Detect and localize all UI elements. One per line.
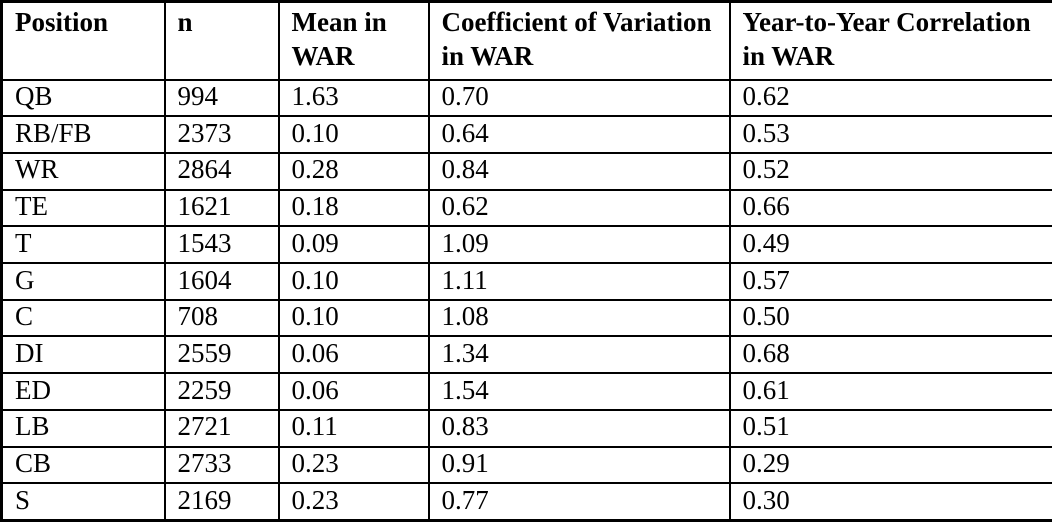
table-row: C 708 0.10 1.08 0.50: [0, 298, 1052, 338]
header-row: Position n Mean in WAR Coefficient of Va…: [0, 0, 1052, 81]
table-body: QB 994 1.63 0.70 0.62 RB/FB 2373 0.10 0.64 0.53 WR…: [0, 78, 1052, 522]
cv-war-cell: 0.62: [427, 188, 731, 228]
mean-war-cell: 0.10: [277, 262, 430, 301]
n-cell: 2733: [163, 445, 280, 485]
yty-corr-war-cell: 0.57: [728, 262, 1052, 301]
yty-corr-war-cell: 0.68: [728, 335, 1052, 375]
column-header-position: Position: [0, 0, 166, 81]
n-cell: 2259: [163, 372, 280, 411]
mean-war-cell: 0.09: [277, 225, 430, 265]
n-cell: 708: [163, 298, 280, 338]
mean-war-cell: 0.28: [277, 151, 430, 191]
mean-war-cell: 0.18: [277, 188, 430, 228]
n-cell: 2864: [163, 151, 280, 191]
mean-war-cell: 0.10: [277, 115, 430, 154]
position-cell: CB: [0, 445, 166, 485]
n-cell: 1621: [163, 188, 280, 228]
position-cell: S: [0, 482, 166, 522]
n-cell: 994: [163, 78, 280, 118]
mean-war-cell: 0.06: [277, 335, 430, 375]
n-cell: 1543: [163, 225, 280, 265]
table-row: T 1543 0.09 1.09 0.49: [0, 225, 1052, 265]
position-cell: C: [0, 298, 166, 338]
column-header-mean-war: Mean in WAR: [277, 0, 430, 81]
yty-corr-war-cell: 0.62: [728, 78, 1052, 118]
cv-war-cell: 0.91: [427, 445, 731, 485]
column-header-cv-war: Coefficient of Variation in WAR: [427, 0, 731, 81]
yty-corr-war-cell: 0.49: [728, 225, 1052, 265]
cv-war-cell: 1.09: [427, 225, 731, 265]
position-cell: TE: [0, 188, 166, 228]
n-cell: 2721: [163, 408, 280, 448]
table-row: QB 994 1.63 0.70 0.62: [0, 78, 1052, 118]
table-row: WR 2864 0.28 0.84 0.52: [0, 151, 1052, 191]
n-cell: 2169: [163, 482, 280, 522]
column-header-yty-corr-war: Year-to-Year Correlation in WAR: [728, 0, 1052, 81]
position-cell: LB: [0, 408, 166, 448]
table-row: S 2169 0.23 0.77 0.30: [0, 482, 1052, 522]
position-cell: T: [0, 225, 166, 265]
table-row: ED 2259 0.06 1.54 0.61: [0, 372, 1052, 411]
yty-corr-war-cell: 0.51: [728, 408, 1052, 448]
cv-war-cell: 0.64: [427, 115, 731, 154]
table-row: TE 1621 0.18 0.62 0.66: [0, 188, 1052, 228]
position-cell: RB/FB: [0, 115, 166, 154]
position-cell: DI: [0, 335, 166, 375]
cv-war-cell: 0.83: [427, 408, 731, 448]
position-cell: ED: [0, 372, 166, 411]
table-row: LB 2721 0.11 0.83 0.51: [0, 408, 1052, 448]
yty-corr-war-cell: 0.52: [728, 151, 1052, 191]
cv-war-cell: 1.08: [427, 298, 731, 338]
mean-war-cell: 0.23: [277, 482, 430, 522]
mean-war-cell: 1.63: [277, 78, 430, 118]
table-row: DI 2559 0.06 1.34 0.68: [0, 335, 1052, 375]
position-cell: G: [0, 262, 166, 301]
n-cell: 1604: [163, 262, 280, 301]
mean-war-cell: 0.11: [277, 408, 430, 448]
yty-corr-war-cell: 0.50: [728, 298, 1052, 338]
yty-corr-war-cell: 0.30: [728, 482, 1052, 522]
cv-war-cell: 1.54: [427, 372, 731, 411]
cv-war-cell: 1.11: [427, 262, 731, 301]
cv-war-cell: 0.77: [427, 482, 731, 522]
mean-war-cell: 0.06: [277, 372, 430, 411]
n-cell: 2373: [163, 115, 280, 154]
column-header-n: n: [163, 0, 280, 81]
yty-corr-war-cell: 0.29: [728, 445, 1052, 485]
table-row: CB 2733 0.23 0.91 0.29: [0, 445, 1052, 485]
table-row: RB/FB 2373 0.10 0.64 0.53: [0, 115, 1052, 154]
yty-corr-war-cell: 0.53: [728, 115, 1052, 154]
cv-war-cell: 0.70: [427, 78, 731, 118]
cv-war-cell: 1.34: [427, 335, 731, 375]
position-cell: QB: [0, 78, 166, 118]
n-cell: 2559: [163, 335, 280, 375]
position-cell: WR: [0, 151, 166, 191]
cv-war-cell: 0.84: [427, 151, 731, 191]
mean-war-cell: 0.23: [277, 445, 430, 485]
mean-war-cell: 0.10: [277, 298, 430, 338]
yty-corr-war-cell: 0.66: [728, 188, 1052, 228]
yty-corr-war-cell: 0.61: [728, 372, 1052, 411]
table-row: G 1604 0.10 1.11 0.57: [0, 262, 1052, 301]
